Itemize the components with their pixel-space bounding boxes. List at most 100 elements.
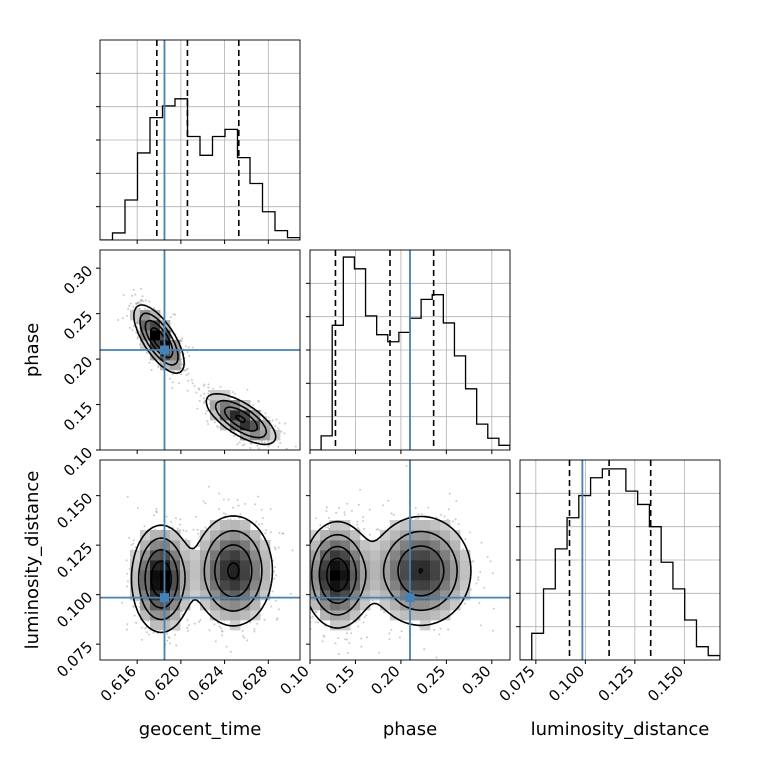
density-cell bbox=[320, 570, 331, 581]
density-cell bbox=[450, 590, 461, 601]
density-cell bbox=[210, 590, 221, 601]
sample-point bbox=[257, 441, 260, 444]
truth-marker bbox=[405, 593, 415, 603]
sample-point bbox=[257, 399, 260, 402]
sample-point bbox=[270, 605, 273, 608]
sample-point bbox=[314, 621, 317, 624]
sample-point bbox=[229, 518, 232, 521]
sample-point bbox=[338, 506, 340, 509]
sample-point bbox=[301, 574, 303, 576]
sample-point bbox=[190, 379, 193, 381]
sample-point bbox=[191, 346, 194, 349]
sample-point bbox=[328, 527, 331, 530]
xtick-label-geocent_time: 0.620 bbox=[141, 662, 184, 705]
density-cell bbox=[150, 570, 161, 581]
density-cell bbox=[260, 560, 271, 571]
sample-point bbox=[305, 561, 307, 563]
sample-point bbox=[137, 301, 140, 304]
sample-point bbox=[202, 397, 205, 400]
density-cell bbox=[370, 540, 381, 551]
density-cell bbox=[400, 590, 411, 601]
sample-point bbox=[387, 499, 390, 502]
sample-point bbox=[176, 527, 179, 530]
density-cell bbox=[420, 560, 431, 571]
sample-point bbox=[172, 313, 175, 316]
sample-point bbox=[301, 550, 303, 552]
sample-point bbox=[325, 506, 328, 509]
density-cell bbox=[180, 560, 191, 571]
sample-point bbox=[447, 628, 450, 631]
sample-point bbox=[256, 495, 259, 498]
sample-point bbox=[322, 634, 325, 637]
sample-point bbox=[289, 592, 292, 595]
panel-frame bbox=[99, 459, 301, 661]
density-cell bbox=[150, 320, 161, 331]
sample-point bbox=[180, 363, 183, 366]
sample-point bbox=[142, 300, 145, 303]
density-cell bbox=[210, 390, 221, 401]
density-cell bbox=[210, 580, 221, 591]
sample-point bbox=[244, 502, 247, 505]
density-cell bbox=[450, 550, 461, 561]
sample-point bbox=[398, 636, 401, 639]
ylabel-luminosity_distance: luminosity_distance bbox=[22, 471, 43, 650]
density-cell bbox=[230, 530, 241, 541]
sample-point bbox=[451, 520, 454, 523]
density-cell bbox=[340, 600, 351, 611]
sample-point bbox=[363, 616, 366, 619]
sample-point bbox=[121, 317, 124, 320]
sample-point bbox=[388, 638, 391, 641]
sample-point bbox=[343, 513, 346, 516]
density-cell bbox=[170, 580, 181, 591]
sample-point bbox=[204, 502, 207, 505]
sample-point bbox=[155, 507, 158, 510]
scatter-panel-geocent_time-phase bbox=[96, 249, 301, 454]
sample-point bbox=[126, 572, 128, 575]
ytick-label-phase: 0.30 bbox=[60, 262, 96, 298]
sample-point bbox=[462, 548, 464, 551]
density-cell bbox=[150, 330, 161, 341]
density-cell bbox=[410, 600, 421, 611]
density-cell bbox=[220, 420, 231, 431]
sample-point bbox=[126, 585, 129, 588]
sample-point bbox=[267, 416, 270, 419]
density-cell bbox=[220, 400, 231, 411]
density-cell bbox=[450, 600, 461, 611]
sample-point bbox=[365, 614, 368, 617]
sample-point bbox=[356, 520, 359, 523]
sample-point bbox=[134, 546, 137, 549]
density-cell bbox=[370, 580, 381, 591]
density-cell bbox=[210, 540, 221, 551]
density-cell bbox=[240, 400, 251, 411]
panel-frame bbox=[99, 39, 301, 241]
sample-point bbox=[218, 492, 221, 495]
sample-point bbox=[202, 384, 205, 387]
sample-point bbox=[169, 377, 171, 380]
sample-point bbox=[139, 300, 142, 303]
density-cell bbox=[150, 530, 161, 541]
sample-point bbox=[238, 441, 241, 444]
sample-point bbox=[325, 510, 328, 512]
sample-point bbox=[216, 425, 219, 428]
sample-point bbox=[147, 633, 150, 636]
sample-point bbox=[276, 617, 279, 620]
density-cell bbox=[170, 600, 181, 611]
sample-point bbox=[239, 513, 242, 516]
density-cell bbox=[410, 580, 421, 591]
sample-point bbox=[140, 299, 143, 302]
density-cell bbox=[340, 590, 351, 601]
histogram-geocent_time bbox=[100, 98, 300, 240]
sample-point bbox=[362, 516, 365, 518]
density-cell bbox=[390, 580, 401, 591]
density-cell bbox=[430, 520, 441, 531]
density-cell bbox=[260, 540, 271, 551]
sample-point bbox=[275, 418, 278, 421]
density-cell bbox=[190, 560, 201, 571]
density-cell bbox=[440, 600, 451, 611]
sample-point bbox=[133, 614, 136, 617]
sample-point bbox=[274, 566, 277, 569]
sample-point bbox=[303, 597, 305, 599]
sample-point bbox=[327, 517, 330, 520]
density-cell bbox=[330, 570, 341, 581]
density-cell bbox=[320, 540, 331, 551]
